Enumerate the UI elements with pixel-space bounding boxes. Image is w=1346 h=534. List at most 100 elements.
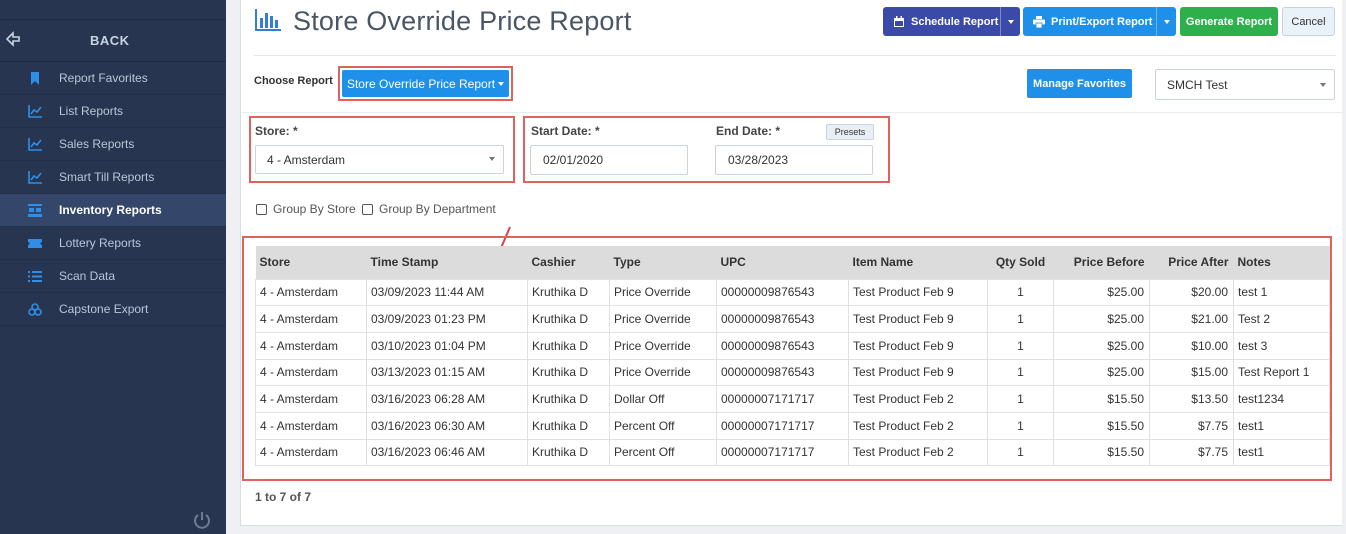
cell-type: Price Override [609,278,717,307]
cell-item-name: Test Product Feb 2 [848,411,988,440]
col-header-type[interactable]: Type [609,246,717,279]
end-date-input[interactable]: 03/28/2023 [715,145,873,175]
col-header-store[interactable]: Store [255,246,367,279]
store-select[interactable]: 4 - Amsterdam [255,145,504,174]
group-by-department-label: Group By Department [379,202,496,216]
group-by-store-checkbox[interactable]: Group By Store [256,202,356,216]
sidebar-item-scan-data[interactable]: Scan Data [0,260,226,293]
bar-chart-icon [255,9,281,31]
col-header-qty-sold[interactable]: Qty Sold [987,246,1054,279]
pagination-summary: 1 to 7 of 7 [255,490,312,504]
list-icon [28,271,42,282]
cell-qty-sold: 1 [987,385,1054,413]
schedule-dropdown-toggle[interactable] [1000,7,1020,36]
chevron-down-icon [489,157,495,161]
cell-cashier: Kruthika D [527,331,610,360]
col-header-item-name[interactable]: Item Name [848,246,988,279]
power-icon[interactable] [192,510,212,530]
col-header-cashier[interactable]: Cashier [527,246,610,279]
print-dropdown-toggle[interactable] [1156,7,1176,36]
cell-notes: test 3 [1233,331,1330,360]
sidebar-item-label: Report Favorites [59,71,148,85]
cell-item-name: Test Product Feb 2 [848,438,988,467]
col-header-upc[interactable]: UPC [716,246,849,279]
back-button[interactable]: BACK [0,20,226,62]
cell-type: Percent Off [609,411,717,440]
sidebar-item-label: Inventory Reports [59,203,162,217]
cell-cashier: Kruthika D [527,438,610,467]
sidebar-item-report-favorites[interactable]: Report Favorites [0,62,226,95]
store-highlight [249,116,515,183]
print-export-button[interactable]: Print/Export Report [1023,7,1176,36]
table-row: 4 - Amsterdam 03/16/2023 06:28 AM Kruthi… [255,385,1330,413]
page-title: Store Override Price Report [293,6,632,36]
presets-button[interactable]: Presets [826,124,874,140]
col-header-price-before[interactable]: Price Before [1053,246,1150,279]
cell-store: 4 - Amsterdam [255,358,367,387]
choose-report-dropdown[interactable]: Store Override Price Report [342,70,509,97]
line-chart-icon [28,171,42,184]
sidebar-item-list-reports[interactable]: List Reports [0,95,226,128]
cell-store: 4 - Amsterdam [255,385,367,413]
cell-notes: test1234 [1233,385,1330,413]
sidebar-item-lottery-reports[interactable]: Lottery Reports [0,227,226,260]
col-header-notes[interactable]: Notes [1233,246,1330,279]
date-range-highlight [523,116,890,183]
table-row: 4 - Amsterdam 03/13/2023 01:15 AM Kruthi… [255,358,1330,387]
cell-time-stamp: 03/10/2023 01:04 PM [366,331,528,360]
cell-type: Price Override [609,358,717,387]
cell-cashier: Kruthika D [527,411,610,440]
print-icon [1033,15,1045,28]
cell-item-name: Test Product Feb 9 [848,278,988,307]
start-date-input[interactable]: 02/01/2020 [530,145,688,175]
col-header-time-stamp[interactable]: Time Stamp [366,246,528,279]
sidebar-item-sales-reports[interactable]: Sales Reports [0,128,226,161]
cell-type: Price Override [609,331,717,360]
header-divider [254,55,1336,56]
cell-upc: 00000009876543 [716,278,849,307]
company-select-value: SMCH Test [1167,77,1228,92]
start-date-label: Start Date: * [531,124,600,138]
manage-favorites-button[interactable]: Manage Favorites [1027,69,1132,98]
cell-item-name: Test Product Feb 9 [848,331,988,360]
ticket-icon [28,239,42,248]
schedule-report-button[interactable]: Schedule Report [883,7,1020,36]
table-row: 4 - Amsterdam 03/16/2023 06:46 AM Kruthi… [255,438,1330,467]
cell-upc: 00000007171717 [716,438,849,467]
cell-store: 4 - Amsterdam [255,278,367,307]
cell-price-before: $15.50 [1053,411,1150,440]
sidebar-item-label: Lottery Reports [59,236,142,250]
cell-upc: 00000007171717 [716,385,849,413]
generate-report-button[interactable]: Generate Report [1180,7,1278,36]
cell-time-stamp: 03/16/2023 06:30 AM [366,411,528,440]
filters-divider [241,112,1343,113]
choose-report-label: Choose Report [254,75,333,87]
inventory-icon [28,204,42,217]
cell-price-after: $7.75 [1149,438,1234,467]
cell-price-after: $20.00 [1149,278,1234,307]
cell-notes: Test 2 [1233,305,1330,333]
cell-type: Percent Off [609,438,717,467]
checkbox-box[interactable] [256,203,267,215]
cell-store: 4 - Amsterdam [255,331,367,360]
table-header-row: Store Time Stamp Cashier Type UPC Item N… [255,246,1330,279]
cell-price-after: $10.00 [1149,331,1234,360]
cell-qty-sold: 1 [987,358,1054,387]
cell-price-before: $25.00 [1053,278,1150,307]
store-select-value: 4 - Amsterdam [267,152,346,167]
company-select[interactable]: SMCH Test [1155,69,1335,100]
sidebar: BACK Report Favorites List Reports Sales… [0,0,226,534]
cancel-button[interactable]: Cancel [1282,7,1335,36]
cell-price-before: $25.00 [1053,358,1150,387]
line-chart-icon [28,105,42,118]
sidebar-item-smart-till-reports[interactable]: Smart Till Reports [0,161,226,194]
checkbox-box[interactable] [362,203,373,215]
col-header-price-after[interactable]: Price After [1149,246,1234,279]
sidebar-item-capstone-export[interactable]: Capstone Export [0,293,226,326]
sidebar-item-inventory-reports[interactable]: Inventory Reports [0,194,226,227]
cell-store: 4 - Amsterdam [255,305,367,333]
cell-time-stamp: 03/16/2023 06:46 AM [366,438,528,467]
cell-store: 4 - Amsterdam [255,411,367,440]
sidebar-item-label: Scan Data [59,269,116,283]
group-by-department-checkbox[interactable]: Group By Department [362,202,496,216]
